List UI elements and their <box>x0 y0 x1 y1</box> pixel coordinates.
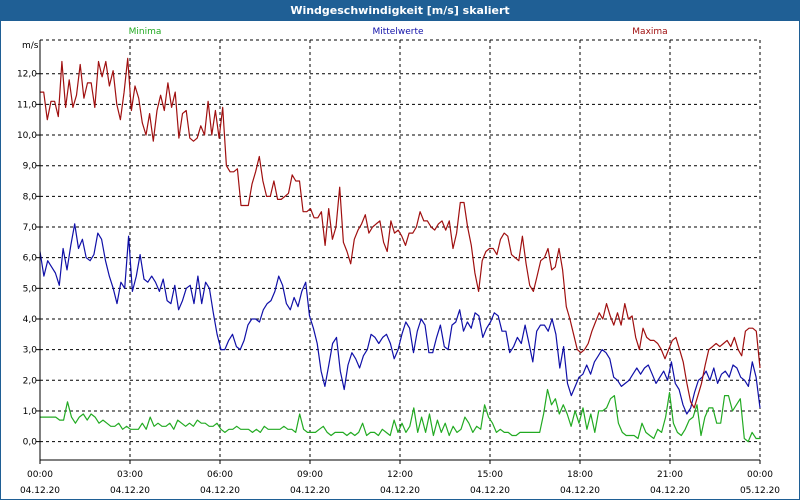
y-tick-label: 5,0 <box>23 284 38 294</box>
x-tick-time-label: 00:00 <box>747 470 773 480</box>
y-tick-label: 1,0 <box>23 407 38 417</box>
x-tick-date-label: 04.12.20 <box>650 486 690 496</box>
x-tick-time-label: 06:00 <box>207 470 233 480</box>
y-tick-label: 10,0 <box>17 131 37 141</box>
x-tick-time-label: 18:00 <box>567 470 593 480</box>
y-tick-label: 2,0 <box>23 376 38 386</box>
series-layer <box>39 57 761 443</box>
x-tick-date-label: 04.12.20 <box>110 486 150 496</box>
title-bar: Windgeschwindigkeit [m/s] skaliert <box>1 1 799 21</box>
y-tick-label: 3,0 <box>23 346 38 356</box>
y-tick-labels: 0,0 1,0 2,0 3,0 4,0 5,0 6,0 7,0 8,0 9,0 10,0 11,0 12… <box>17 70 37 448</box>
x-tick-date-label: 04.12.20 <box>200 486 240 496</box>
legend-mittelwerte: Mittelwerte <box>372 27 423 37</box>
y-tick-label: 8,0 <box>23 192 38 202</box>
y-tick-label: 11,0 <box>17 100 37 110</box>
legend-minima: Minima <box>129 27 162 37</box>
x-tick-time-label: 21:00 <box>657 470 683 480</box>
legend: Minima Mittelwerte Maxima <box>129 27 668 37</box>
x-tick-labels: 00:00 04.12.20 03:00 04.12.20 06:00 04.12.20 0… <box>20 470 780 496</box>
y-axis-unit-label: m/s <box>22 41 39 51</box>
x-tick-date-label: 04.12.20 <box>20 486 60 496</box>
x-tick-date-label: 05.12.20 <box>740 486 780 496</box>
x-tick-time-label: 03:00 <box>117 470 143 480</box>
chart-title: Windgeschwindigkeit [m/s] skaliert <box>290 4 510 17</box>
y-tick-label: 12,0 <box>17 70 37 80</box>
legend-maxima: Maxima <box>632 27 667 37</box>
y-tick-label: 7,0 <box>23 223 38 233</box>
x-tick-time-label: 12:00 <box>387 470 413 480</box>
x-tick-time-label: 00:00 <box>27 470 53 480</box>
y-tick-label: 0,0 <box>23 438 38 448</box>
axis-layer: m/s <box>22 40 760 461</box>
x-tick-date-label: 04.12.20 <box>380 486 420 496</box>
mittelwerte-series-line <box>39 223 761 415</box>
minima-series-line <box>40 388 760 443</box>
x-tick-date-label: 04.12.20 <box>470 486 510 496</box>
y-tick-label: 4,0 <box>23 315 38 325</box>
y-tick-label: 9,0 <box>23 162 38 172</box>
x-tick-time-label: 15:00 <box>477 470 503 480</box>
x-tick-date-label: 04.12.20 <box>290 486 330 496</box>
y-tick-label: 6,0 <box>23 254 38 264</box>
x-tick-date-label: 04.12.20 <box>560 486 600 496</box>
maxima-series-line <box>40 57 761 409</box>
x-tick-time-label: 09:00 <box>297 470 323 480</box>
